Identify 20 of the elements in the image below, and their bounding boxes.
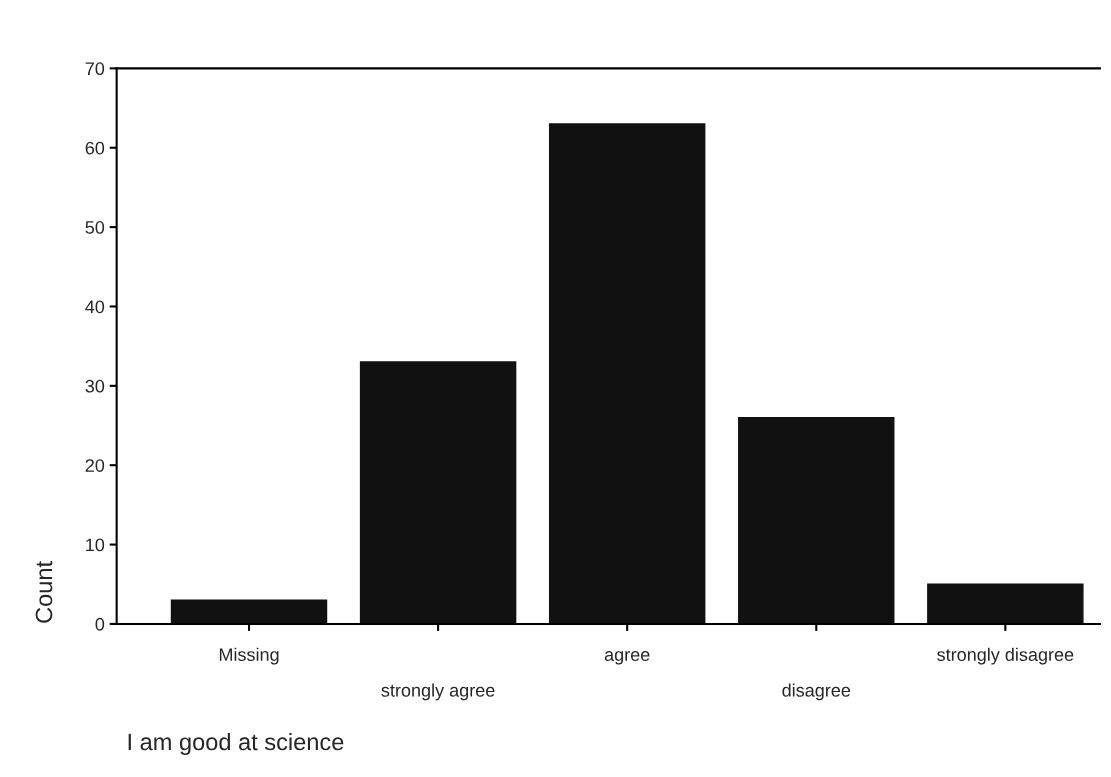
bar <box>927 583 1084 624</box>
y-tick-label: 10 <box>86 538 105 552</box>
bar <box>359 361 517 624</box>
x-tick-label: Missing <box>219 647 279 665</box>
y-tick-label: 30 <box>85 379 105 393</box>
bar <box>170 599 328 624</box>
bar <box>548 123 706 624</box>
y-axis-title: Count <box>35 561 53 623</box>
y-tick-label: 70 <box>85 62 105 76</box>
y-tick-label: 0 <box>95 617 105 631</box>
x-tick-label: agree <box>604 651 650 665</box>
x-tick-label: strongly disagree <box>937 647 1074 665</box>
x-tick-label: disagree <box>782 683 851 701</box>
y-tick-label: 60 <box>85 141 105 155</box>
y-tick-label: 40 <box>85 300 105 314</box>
x-tick-label: strongly agree <box>381 683 495 701</box>
y-tick-label: 50 <box>85 221 105 234</box>
x-axis-title: I am good at science <box>128 732 344 755</box>
y-tick-label: 20 <box>85 459 105 472</box>
bar <box>738 416 895 624</box>
